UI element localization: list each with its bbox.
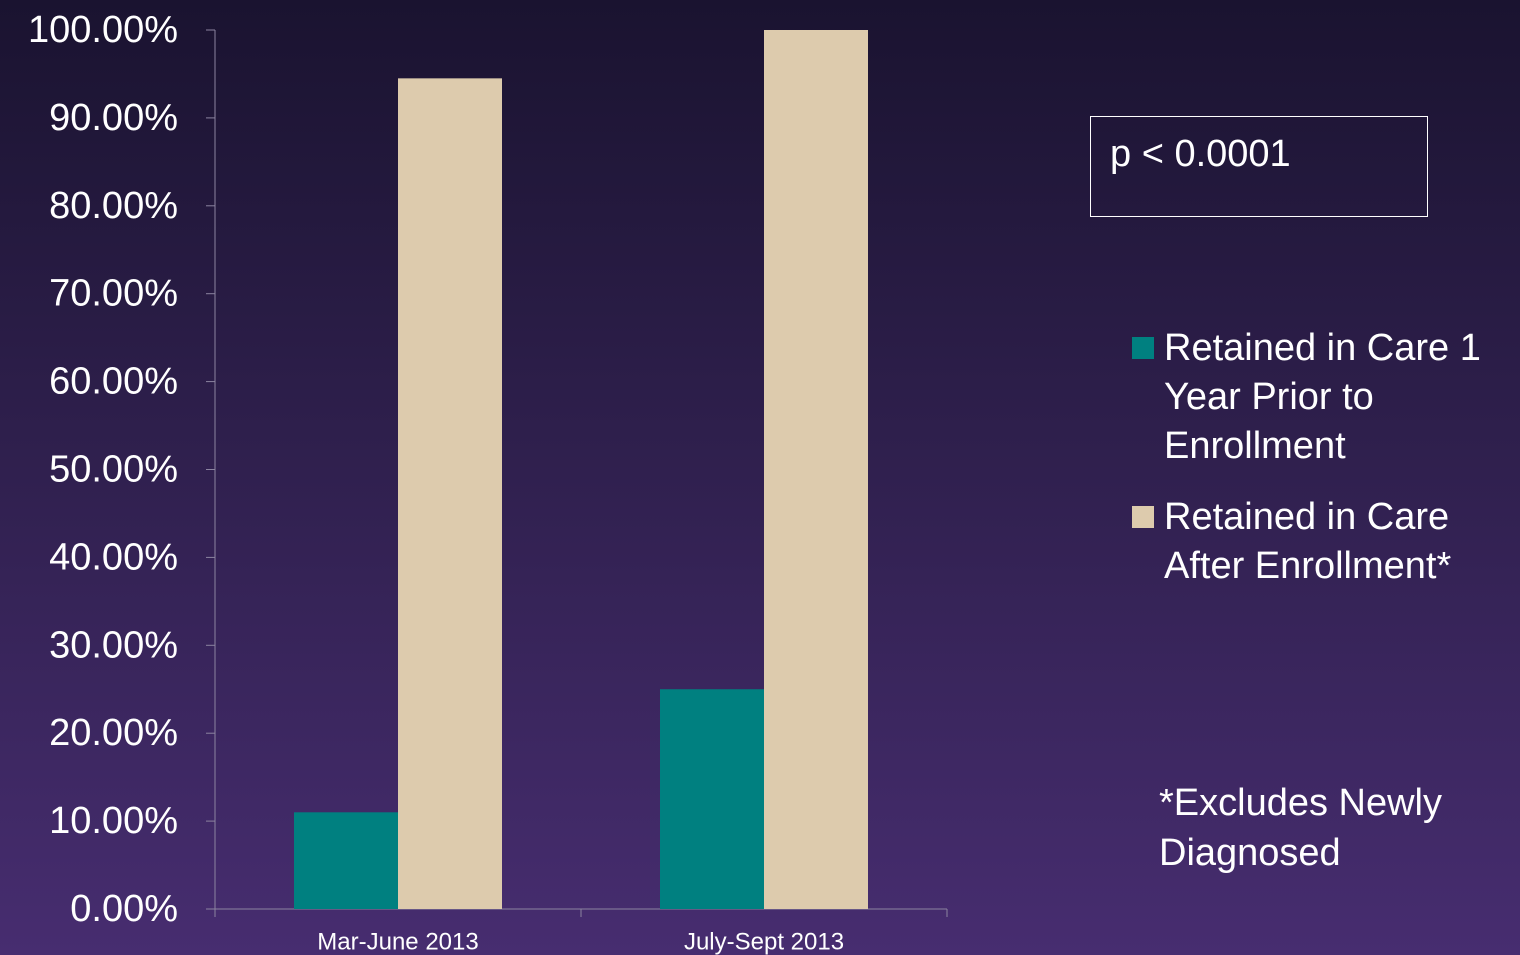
chart-legend: Retained in Care 1 Year Prior to Enrollm… — [1132, 324, 1520, 613]
legend-label-after: Retained in Care After Enrollment* — [1164, 496, 1452, 587]
footnote: *Excludes Newly Diagnosed — [1159, 782, 1442, 874]
bar — [294, 812, 398, 909]
y-tick-label: 40.00% — [49, 536, 178, 578]
y-tick-label: 80.00% — [49, 185, 178, 227]
legend-item-after: Retained in Care After Enrollment* — [1132, 493, 1520, 591]
bar — [660, 689, 764, 909]
y-tick-label: 20.00% — [49, 712, 178, 754]
y-tick-label: 0.00% — [70, 888, 178, 930]
legend-label-prior: Retained in Care 1 Year Prior to Enrollm… — [1164, 327, 1481, 467]
legend-item-prior: Retained in Care 1 Year Prior to Enrollm… — [1132, 324, 1520, 471]
y-tick-label: 50.00% — [49, 449, 178, 491]
p-value-text: p < 0.0001 — [1110, 133, 1291, 175]
y-tick-label: 70.00% — [49, 273, 178, 315]
p-value-box: p < 0.0001 — [1090, 116, 1428, 217]
y-tick-label: 90.00% — [49, 97, 178, 139]
y-tick-label: 100.00% — [28, 9, 178, 51]
legend-swatch-after — [1132, 506, 1154, 528]
bar — [764, 30, 868, 909]
bar — [398, 78, 502, 910]
legend-swatch-prior — [1132, 337, 1154, 359]
x-tick-label: July-Sept 2013 — [684, 929, 844, 955]
y-tick-label: 60.00% — [49, 361, 178, 403]
y-tick-label: 10.00% — [49, 800, 178, 842]
x-tick-label: Mar-June 2013 — [317, 929, 478, 955]
y-tick-label: 30.00% — [49, 624, 178, 666]
